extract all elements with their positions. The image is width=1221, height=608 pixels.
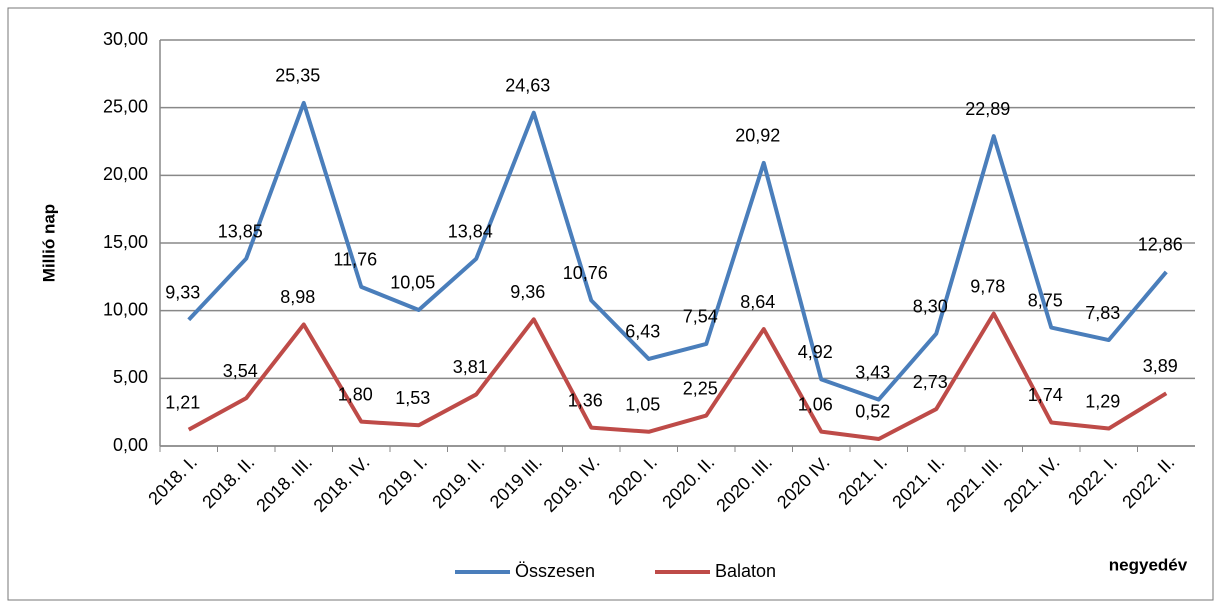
data-label: 24,63 (505, 75, 550, 95)
data-label: 2,25 (683, 378, 718, 398)
legend-label: Balaton (715, 561, 776, 581)
x-tick-label: 2021. IV. (1000, 452, 1064, 516)
x-tick-label: 2019 III. (486, 452, 546, 512)
data-label: 3,89 (1143, 356, 1178, 376)
data-label: 20,92 (735, 126, 780, 146)
y-tick-label: 20,00 (103, 164, 148, 184)
data-label: 1,74 (1028, 385, 1063, 405)
data-label: 8,64 (740, 292, 775, 312)
y-tick-label: 25,00 (103, 96, 148, 116)
data-label: 25,35 (275, 66, 320, 86)
data-label: 3,81 (453, 357, 488, 377)
x-tick-label: 2018. I. (144, 452, 201, 509)
y-tick-label: 5,00 (113, 367, 148, 387)
legend-label: Összesen (515, 561, 595, 581)
data-label: 10,76 (563, 263, 608, 283)
data-label: 0,52 (855, 402, 890, 422)
x-tick-label: 2022. I. (1064, 452, 1121, 509)
x-tick-label: 2020 IV. (773, 452, 833, 512)
x-tick-label: 2019. IV. (540, 452, 604, 516)
data-label: 10,05 (390, 273, 435, 293)
data-label: 1,21 (165, 392, 200, 412)
data-label: 1,53 (395, 388, 430, 408)
data-label: 3,54 (223, 361, 258, 381)
series-line (187, 100, 1168, 402)
x-tick-label: 2022. II. (1118, 452, 1178, 512)
data-label: 7,83 (1085, 303, 1120, 323)
y-tick-label: 0,00 (113, 435, 148, 455)
y-tick-label: 15,00 (103, 232, 148, 252)
data-label: 4,92 (798, 342, 833, 362)
data-label: 22,89 (965, 99, 1010, 119)
data-label: 13,85 (218, 221, 263, 241)
data-label: 6,43 (625, 322, 660, 342)
data-label: 1,05 (625, 395, 660, 415)
x-tick-label: 2021. III. (942, 452, 1006, 516)
data-label: 9,33 (165, 282, 200, 302)
y-tick-label: 30,00 (103, 29, 148, 49)
x-tick-label: 2019. I. (374, 452, 431, 509)
y-axis-label: Millió nap (39, 204, 58, 282)
y-tick-label: 10,00 (103, 299, 148, 319)
x-tick-label: 2018. III. (252, 452, 316, 516)
data-label: 12,86 (1138, 235, 1183, 255)
x-tick-label: 2020. II. (658, 452, 718, 512)
data-label: 2,73 (913, 372, 948, 392)
x-tick-label: 2021. II. (888, 452, 948, 512)
data-label: 1,80 (338, 384, 373, 404)
series-line (187, 311, 1168, 441)
data-label: 3,43 (855, 362, 890, 382)
x-tick-label: 2018. IV. (310, 452, 374, 516)
data-label: 7,54 (683, 307, 718, 327)
x-tick-label: 2020. III. (712, 452, 776, 516)
data-label: 1,06 (798, 394, 833, 414)
data-label: 8,75 (1028, 290, 1063, 310)
data-label: 9,78 (970, 276, 1005, 296)
data-label: 1,29 (1085, 391, 1120, 411)
frame (7, 7, 1214, 601)
data-label: 8,98 (280, 287, 315, 307)
data-label: 13,84 (448, 221, 493, 241)
x-tick-label: 2020. I. (604, 452, 661, 509)
x-axis-label: negyedév (1109, 555, 1188, 574)
data-label: 9,36 (510, 282, 545, 302)
data-label: 1,36 (568, 390, 603, 410)
data-label: 11,76 (333, 250, 377, 270)
x-tick-label: 2021. I. (834, 452, 891, 509)
x-tick-label: 2018. II. (198, 452, 258, 512)
x-tick-label: 2019. II. (428, 452, 488, 512)
data-label: 8,30 (913, 296, 948, 316)
